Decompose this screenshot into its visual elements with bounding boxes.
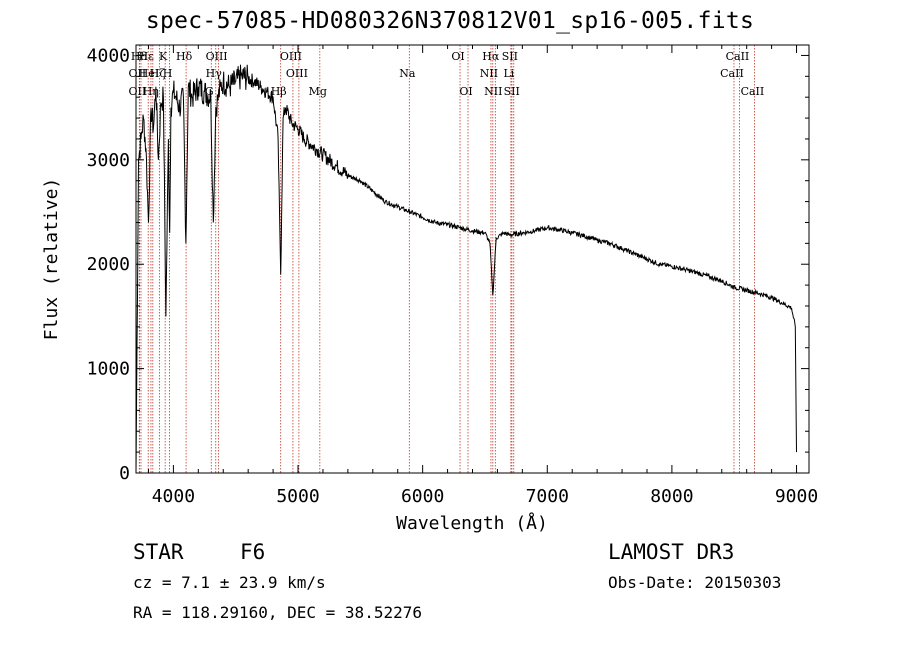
line-label-oi-19: OI — [459, 85, 472, 98]
y-axis-label: Flux (relative) — [41, 178, 62, 341]
line-label-oiii-10: OIII — [206, 50, 228, 63]
line-label-caii-26: CaII — [726, 50, 750, 63]
line-label-caii-27: CaII — [720, 67, 744, 80]
x-axis-ticks: 4000 5000 6000 7000 8000 9000 — [147, 45, 818, 507]
line-label-hei-4: HeI — [139, 67, 159, 80]
redshift-velocity: cz = 7.1 ± 23.9 km/s — [133, 573, 326, 592]
line-label-hα-20: Hα — [482, 50, 500, 63]
line-label-na-17: Na — [399, 67, 416, 80]
x-tick-label-9000: 9000 — [775, 486, 818, 507]
survey-name: LAMOST DR3 — [608, 540, 735, 564]
line-label-oii-1: OII — [129, 67, 147, 80]
line-label-h-7: H — [163, 67, 173, 80]
x-tick-label-6000: 6000 — [401, 486, 444, 507]
line-label-sii-25: SII — [504, 85, 520, 98]
line-label-hβ-13: Hβ — [271, 85, 287, 98]
y-tick-label-3000: 3000 — [87, 150, 130, 171]
line-label-nii-24: NII — [484, 85, 502, 98]
line-label-nii-22: NII — [480, 67, 498, 80]
y-tick-label-1000: 1000 — [87, 359, 130, 380]
y-tick-label-0: 0 — [119, 463, 130, 484]
x-axis-label: Wavelength (Å) — [396, 512, 548, 534]
spectrum-series-line — [135, 64, 797, 474]
line-label-mg-16: Mg — [309, 85, 327, 98]
line-label-hδ-8: Hδ — [176, 50, 193, 63]
spectral-line-markers — [138, 45, 755, 473]
line-label-hε-3: Hε — [139, 50, 155, 63]
line-label-oii-2: OII — [129, 85, 147, 98]
coordinates: RA = 118.29160, DEC = 38.52276 — [133, 603, 422, 622]
x-tick-label-7000: 7000 — [526, 486, 569, 507]
line-label-hζ-9: Hζ — [150, 67, 166, 80]
plot-frame — [135, 44, 810, 474]
line-label-hη-5: Hη — [143, 85, 159, 98]
y-axis-ticks: 0 1000 2000 3000 4000 — [87, 45, 809, 484]
line-label-k-6: K — [159, 50, 168, 63]
x-tick-label-5000: 5000 — [276, 486, 319, 507]
y-tick-label-4000: 4000 — [87, 45, 130, 66]
line-label-oi-18: OI — [451, 50, 464, 63]
line-label-caii-28: CaII — [741, 85, 765, 98]
line-label-hγ-11: Hγ — [206, 67, 223, 80]
x-tick-label-4000: 4000 — [152, 486, 195, 507]
line-label-oiii-15: OIII — [286, 67, 308, 80]
chart-title: spec-57085-HD080326N370812V01_sp16-005.f… — [145, 8, 755, 34]
object-type: STAR — [133, 540, 184, 564]
y-tick-label-2000: 2000 — [87, 254, 130, 275]
line-label-g-12: G — [205, 85, 214, 98]
line-label-oiii-14: OIII — [280, 50, 302, 63]
x-tick-label-8000: 8000 — [650, 486, 693, 507]
line-label-sii-21: SII — [502, 50, 518, 63]
observation-date: Obs-Date: 20150303 — [608, 573, 782, 592]
object-subclass: F6 — [240, 540, 266, 564]
line-label-li-23: Li — [503, 67, 514, 80]
line-label-hδ-0: Hδ — [131, 50, 148, 63]
